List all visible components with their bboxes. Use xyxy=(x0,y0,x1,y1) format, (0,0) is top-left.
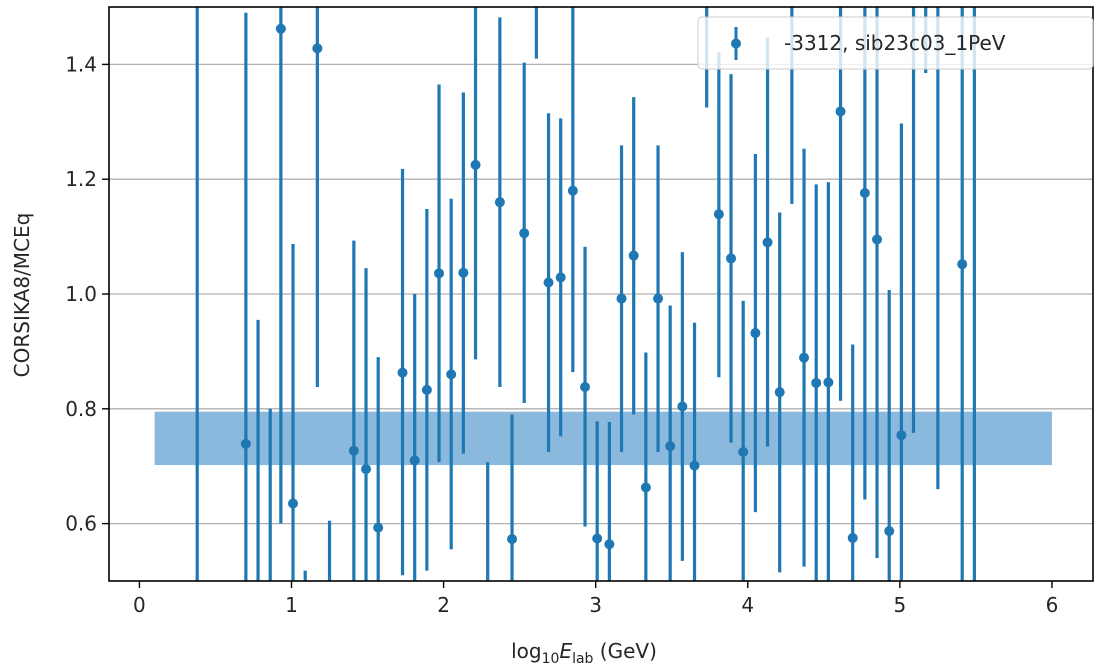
x-tick-label: 5 xyxy=(893,593,906,617)
x-axis-label: log10Elab (GeV) xyxy=(511,639,657,667)
data-point xyxy=(677,401,688,412)
y-axis-label: CORSIKA8/MCEq xyxy=(10,213,34,378)
data-point xyxy=(762,237,773,248)
data-point xyxy=(543,277,554,288)
y-tick-label: 1.2 xyxy=(65,167,97,191)
y-tick-label: 1.0 xyxy=(65,282,97,306)
data-point xyxy=(470,159,481,170)
data-point xyxy=(555,272,566,283)
data-point xyxy=(458,267,469,278)
data-point xyxy=(823,377,834,388)
data-point xyxy=(750,328,761,339)
x-tick-label: 0 xyxy=(133,593,146,617)
data-point xyxy=(689,460,700,471)
data-point xyxy=(604,539,615,550)
data-point xyxy=(665,441,676,452)
data-point xyxy=(957,259,968,270)
data-point xyxy=(397,367,408,378)
data-point xyxy=(519,228,530,239)
reference-band xyxy=(154,411,1052,466)
data-point xyxy=(726,253,737,264)
legend-label: -3312, sib23c03_1PeV xyxy=(784,31,1006,55)
data-point xyxy=(653,293,664,304)
data-point xyxy=(434,268,445,279)
y-tick-label: 0.6 xyxy=(65,512,97,536)
reference-band-rect xyxy=(154,411,1052,466)
data-point xyxy=(799,352,810,363)
legend: -3312, sib23c03_1PeV xyxy=(697,16,1094,70)
data-point xyxy=(713,209,724,220)
data-point xyxy=(835,106,846,117)
data-point xyxy=(774,387,785,398)
data-point xyxy=(494,197,505,208)
data-point xyxy=(884,526,895,537)
y-tick-label: 1.4 xyxy=(65,52,97,76)
data-point xyxy=(616,293,627,304)
data-series xyxy=(195,7,976,581)
legend-box xyxy=(697,16,1094,70)
data-point xyxy=(312,43,323,54)
x-tick-label: 3 xyxy=(589,593,602,617)
data-point xyxy=(811,377,822,388)
data-point xyxy=(640,482,651,493)
x-tick-label: 4 xyxy=(741,593,754,617)
x-tick-label: 6 xyxy=(1046,593,1059,617)
data-point xyxy=(628,250,639,261)
data-point xyxy=(421,384,432,395)
data-point xyxy=(361,464,372,475)
data-point xyxy=(240,438,251,449)
data-point xyxy=(567,185,578,196)
data-point xyxy=(275,23,286,34)
grid-lines xyxy=(109,63,1093,525)
data-point xyxy=(446,369,457,380)
data-point xyxy=(738,446,749,457)
legend-point-marker xyxy=(731,38,741,49)
y-tick-label: 0.8 xyxy=(65,397,97,421)
data-point xyxy=(373,522,384,533)
data-point xyxy=(507,534,518,545)
data-point xyxy=(580,381,591,392)
data-point xyxy=(896,430,907,441)
x-tick-label: 2 xyxy=(437,593,450,617)
axis-ticks: 0 1 2 3 4 5 6 0.6 0.8 1.0 1.2 1.4 xyxy=(65,52,1058,617)
data-point xyxy=(348,445,359,456)
data-point xyxy=(872,234,883,245)
data-point xyxy=(859,187,870,198)
x-tick-label: 1 xyxy=(285,593,298,617)
data-point xyxy=(847,532,858,543)
data-point xyxy=(592,533,603,544)
data-point xyxy=(288,498,299,509)
data-point xyxy=(409,455,420,466)
